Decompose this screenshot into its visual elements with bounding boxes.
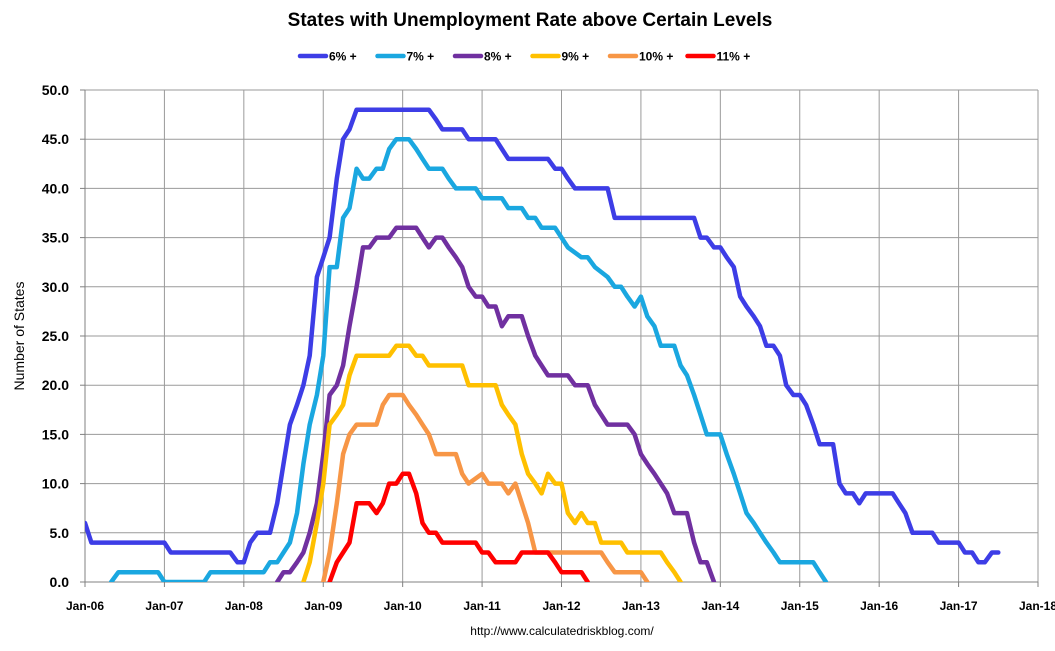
y-axis-title: Number of States [11, 282, 27, 391]
x-tick-label: Jan-16 [860, 599, 898, 613]
gridlines [84, 89, 1039, 583]
y-tick-label: 10.0 [42, 476, 69, 492]
x-tick-label: Jan-08 [225, 599, 263, 613]
x-tick-label: Jan-12 [542, 599, 580, 613]
y-tick-label: 15.0 [42, 426, 69, 442]
y-tick-label: 20.0 [42, 377, 69, 393]
y-tick-label: 30.0 [42, 279, 69, 295]
y-tick-label: 45.0 [42, 131, 69, 147]
x-tick-label: Jan-14 [701, 599, 739, 613]
y-tick-label: 35.0 [42, 230, 69, 246]
legend: 6% + 7% + 8% + 9% + 10% + 11% + [297, 50, 751, 64]
legend-label: 11% + [717, 50, 751, 64]
x-tick-label: Jan-17 [940, 599, 978, 613]
series-lines [85, 107, 1001, 582]
y-tick-label: 25.0 [42, 328, 69, 344]
chart-title: States with Unemployment Rate above Cert… [288, 10, 773, 31]
y-tick-label: 40.0 [42, 180, 69, 196]
legend-label: 8% + [484, 50, 512, 64]
legend-label: 9% + [562, 50, 590, 64]
y-axis-ticks: 0.0 5.0 10.0 15.0 20.0 25.0 30.0 35.0 40.0 45.0 50… [42, 82, 85, 590]
x-tick-label: Jan-07 [145, 599, 183, 613]
legend-label: 7% + [407, 50, 435, 64]
series-line-1 [85, 107, 1001, 565]
legend-label: 10% + [639, 50, 673, 64]
series-line-2 [108, 136, 829, 582]
x-tick-label: Jan-09 [304, 599, 342, 613]
y-tick-label: 50.0 [42, 82, 69, 98]
x-tick-label: Jan-06 [66, 599, 104, 613]
legend-label: 6% + [329, 50, 357, 64]
y-tick-label: 0.0 [50, 574, 70, 590]
x-tick-label: Jan-13 [622, 599, 660, 613]
series-line-6 [327, 471, 590, 582]
source-url: http://www.calculatedriskblog.com/ [470, 624, 654, 638]
series-line-3 [274, 225, 717, 582]
x-tick-label: Jan-11 [463, 599, 501, 613]
y-tick-label: 5.0 [50, 525, 70, 541]
x-tick-label: Jan-15 [781, 599, 819, 613]
x-tick-label: Jan-10 [384, 599, 422, 613]
x-axis-ticks: Jan-06 Jan-07 Jan-08 Jan-09 Jan-10 Jan-11 Jan-… [66, 582, 1055, 613]
series-line-4 [301, 343, 683, 582]
x-tick-label: Jan-18 [1019, 599, 1055, 613]
